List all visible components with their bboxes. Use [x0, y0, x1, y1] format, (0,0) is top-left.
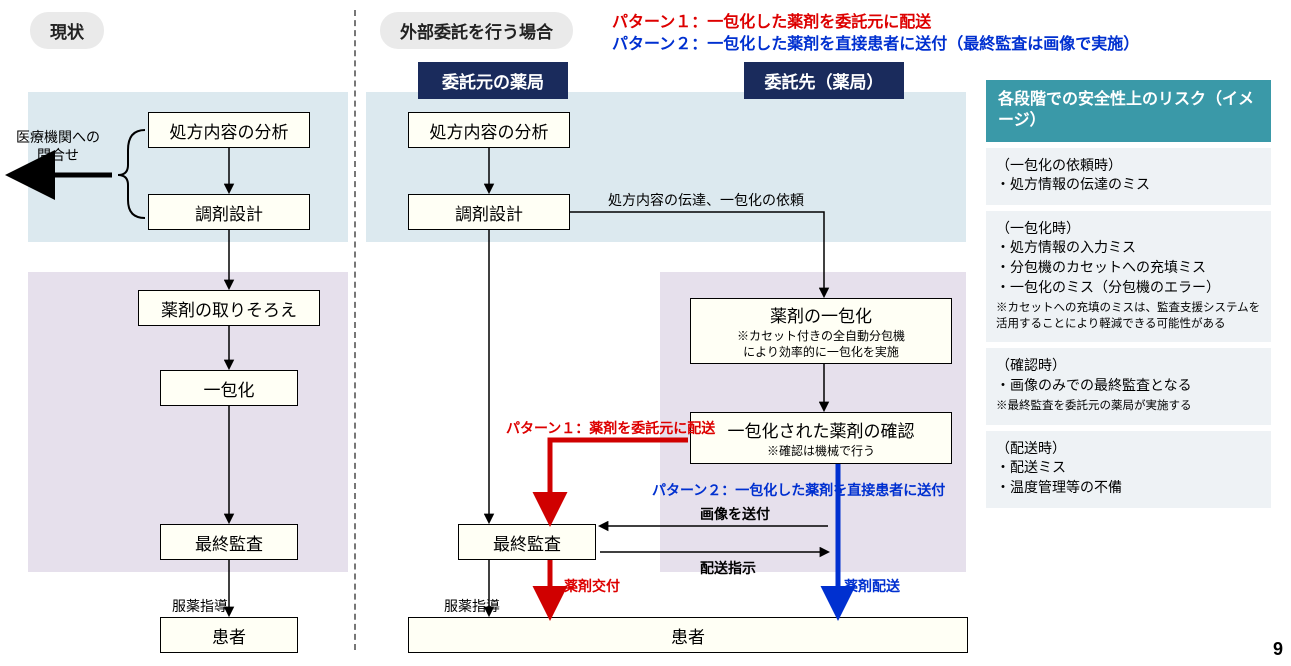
- risk-b3: （確認時） 画像のみでの最終監査となる ※最終監査を委託元の薬局が実施する: [986, 348, 1271, 425]
- img-send-label: 画像を送付: [700, 504, 770, 524]
- p2-arrow-label: パターン２：一包化した薬剤を直接患者に送付: [652, 480, 945, 500]
- right-r1-title: 薬剤の一包化: [695, 302, 947, 327]
- risk-b4-hdr: （配送時）: [996, 439, 1261, 459]
- yakuzai-kofu-label: 薬剤交付: [564, 576, 620, 596]
- risk-panel: 各段階での安全性上のリスク（イメージ） （一包化の依頼時） 処方情報の伝達のミス…: [986, 80, 1271, 508]
- risk-b2-hdr: （一包化時）: [996, 219, 1261, 239]
- mid-n1: 処方内容の分析: [408, 112, 570, 148]
- left-n5: 最終監査: [160, 524, 298, 560]
- risk-b1-i0: 処方情報の伝達のミス: [996, 175, 1261, 195]
- pattern2-top: パターン２：一包化した薬剤を直接患者に送付（最終監査は画像で実施）: [612, 30, 1139, 54]
- risk-b2: （一包化時） 処方情報の入力ミス 分包機のカセットへの充填ミス 一包化のミス（分…: [986, 211, 1271, 342]
- pill-outsource: 外部委託を行う場合: [380, 12, 573, 49]
- right-r2: 一包化された薬剤の確認 ※確認は機械で行う: [690, 412, 952, 464]
- risk-b3-hdr: （確認時）: [996, 356, 1261, 376]
- risk-b4: （配送時） 配送ミス 温度管理等の不備: [986, 431, 1271, 508]
- risk-b2-note: ※カセットへの充填のミスは、監査支援システムを活用することにより軽減できる可能性…: [996, 301, 1261, 332]
- mid-n2: 調剤設計: [408, 194, 570, 230]
- left-n3: 薬剤の取りそろえ: [138, 290, 320, 326]
- pattern1-top: パターン１：一包化した薬剤を委託元に配送: [612, 8, 931, 32]
- risk-b2-i2: 一包化のミス（分包機のエラー）: [996, 278, 1261, 298]
- left-toiawase: 医療機関への 問合せ: [8, 128, 108, 164]
- left-fukuyaku: 服薬指導: [172, 596, 228, 616]
- right-r2-sub: ※確認は機械で行う: [695, 444, 947, 460]
- right-r2-title: 一包化された薬剤の確認: [695, 417, 947, 442]
- risk-b3-note: ※最終監査を委託元の薬局が実施する: [996, 399, 1261, 415]
- section-divider: [354, 10, 356, 650]
- risk-b4-i1: 温度管理等の不備: [996, 478, 1261, 498]
- right-r1: 薬剤の一包化 ※カセット付きの全自動分包機 により効率的に一包化を実施: [690, 298, 952, 364]
- left-n2: 調剤設計: [148, 194, 310, 230]
- risk-b2-i0: 処方情報の入力ミス: [996, 238, 1261, 258]
- risk-b1-hdr: （一包化の依頼時）: [996, 156, 1261, 176]
- haisou-shiji-label: 配送指示: [700, 558, 756, 578]
- risk-title: 各段階での安全性上のリスク（イメージ）: [986, 80, 1271, 142]
- patient-wide: 患者: [408, 617, 968, 653]
- risk-b3-i0: 画像のみでの最終監査となる: [996, 376, 1261, 396]
- label-sender: 委託元の薬局: [418, 62, 568, 99]
- left-n4: 一包化: [160, 370, 298, 406]
- page-number: 9: [1273, 639, 1283, 660]
- risk-b4-i0: 配送ミス: [996, 458, 1261, 478]
- mid-n5: 最終監査: [458, 524, 596, 560]
- yakuzai-haiso-label: 薬剤配送: [844, 576, 900, 596]
- mid-transfer: 処方内容の伝達、一包化の依頼: [608, 190, 804, 210]
- risk-b1: （一包化の依頼時） 処方情報の伝達のミス: [986, 148, 1271, 205]
- mid-fukuyaku: 服薬指導: [444, 596, 500, 616]
- right-r1-sub: ※カセット付きの全自動分包機 により効率的に一包化を実施: [695, 329, 947, 360]
- risk-b2-i1: 分包機のカセットへの充填ミス: [996, 258, 1261, 278]
- pill-current: 現状: [30, 12, 104, 49]
- left-n1: 処方内容の分析: [148, 112, 310, 148]
- left-n6: 患者: [160, 617, 298, 653]
- label-receiver: 委託先（薬局）: [744, 62, 904, 99]
- p1-arrow-label: パターン１：薬剤を委託元に配送: [506, 418, 715, 438]
